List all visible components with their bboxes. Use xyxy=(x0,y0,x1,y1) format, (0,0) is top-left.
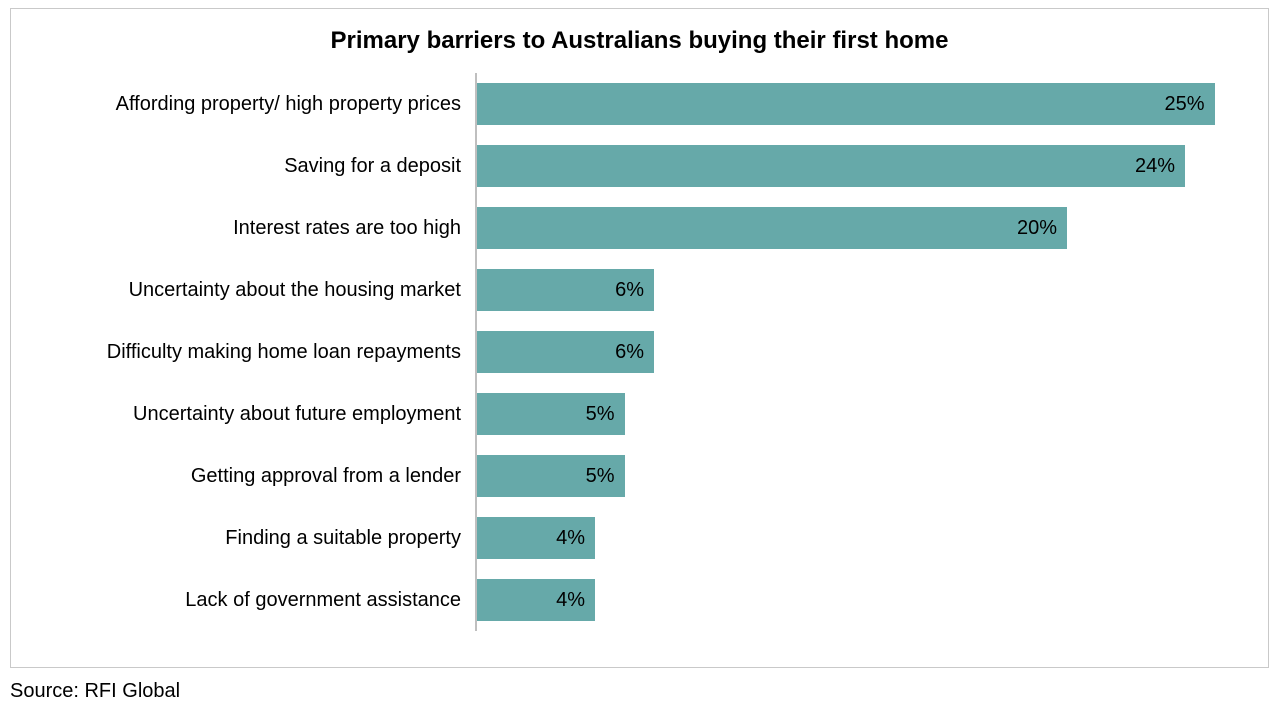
value-label: 4% xyxy=(477,517,595,559)
value-label: 24% xyxy=(477,145,1185,187)
bar-wrap: 24% xyxy=(477,145,1244,187)
chart-title: Primary barriers to Australians buying t… xyxy=(35,27,1244,55)
category-label-row: Finding a suitable property xyxy=(35,507,475,569)
bar-wrap: 6% xyxy=(477,331,1244,373)
value-label: 6% xyxy=(477,269,654,311)
category-labels-column: Affording property/ high property prices… xyxy=(35,73,475,631)
bar-row: 4% xyxy=(477,507,1244,569)
category-label: Interest rates are too high xyxy=(35,216,475,241)
bar-row: 6% xyxy=(477,321,1244,383)
category-label: Finding a suitable property xyxy=(35,526,475,551)
bar-wrap: 5% xyxy=(477,455,1244,497)
value-label: 25% xyxy=(477,83,1215,125)
source-attribution: Source: RFI Global xyxy=(10,680,1279,703)
category-label-row: Uncertainty about the housing market xyxy=(35,259,475,321)
bar-wrap: 6% xyxy=(477,269,1244,311)
bar-row: 6% xyxy=(477,259,1244,321)
category-label-row: Uncertainty about future employment xyxy=(35,383,475,445)
bar-wrap: 4% xyxy=(477,517,1244,559)
category-label-row: Saving for a deposit xyxy=(35,135,475,197)
category-label-row: Getting approval from a lender xyxy=(35,445,475,507)
category-label: Saving for a deposit xyxy=(35,154,475,179)
value-label: 5% xyxy=(477,455,625,497)
bar-wrap: 4% xyxy=(477,579,1244,621)
bars-column: 25% 24% 20% 6% 6% 5% 5% 4% 4% xyxy=(475,73,1244,631)
bar-row: 24% xyxy=(477,135,1244,197)
bar-row: 5% xyxy=(477,445,1244,507)
category-label: Lack of government assistance xyxy=(35,588,475,613)
value-label: 6% xyxy=(477,331,654,373)
category-label: Getting approval from a lender xyxy=(35,464,475,489)
bar-wrap: 20% xyxy=(477,207,1244,249)
category-label: Uncertainty about the housing market xyxy=(35,278,475,303)
category-label: Uncertainty about future employment xyxy=(35,402,475,427)
bar-row: 25% xyxy=(477,73,1244,135)
bar-wrap: 25% xyxy=(477,83,1244,125)
bar-wrap: 5% xyxy=(477,393,1244,435)
category-label-row: Lack of government assistance xyxy=(35,569,475,631)
category-label-row: Difficulty making home loan repayments xyxy=(35,321,475,383)
category-label: Difficulty making home loan repayments xyxy=(35,340,475,365)
plot-area: Affording property/ high property prices… xyxy=(35,73,1244,631)
bar-row: 4% xyxy=(477,569,1244,631)
category-label-row: Affording property/ high property prices xyxy=(35,73,475,135)
bar-row: 5% xyxy=(477,383,1244,445)
value-label: 4% xyxy=(477,579,595,621)
category-label-row: Interest rates are too high xyxy=(35,197,475,259)
category-label: Affording property/ high property prices xyxy=(35,92,475,117)
bar-row: 20% xyxy=(477,197,1244,259)
chart-frame: Primary barriers to Australians buying t… xyxy=(10,8,1269,668)
value-label: 5% xyxy=(477,393,625,435)
value-label: 20% xyxy=(477,207,1067,249)
